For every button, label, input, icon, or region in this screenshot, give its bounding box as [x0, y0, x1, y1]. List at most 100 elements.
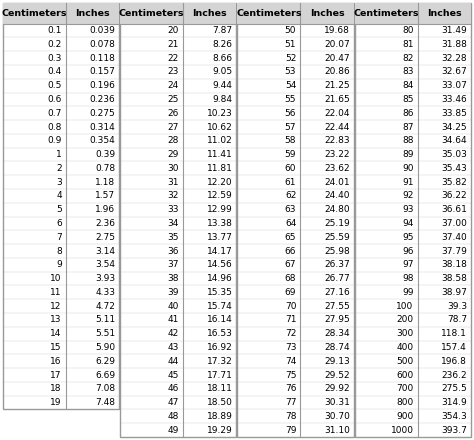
Text: 78: 78	[285, 412, 296, 421]
Text: 14.17: 14.17	[207, 246, 233, 256]
Text: 61: 61	[285, 178, 296, 187]
Text: 62: 62	[285, 191, 296, 200]
Text: 28.34: 28.34	[324, 329, 350, 338]
Bar	[3, 3, 119, 24]
Text: 67: 67	[285, 260, 296, 269]
Text: 70: 70	[285, 301, 296, 311]
Text: 99: 99	[402, 288, 413, 297]
Text: 15: 15	[50, 343, 62, 352]
Text: 0.9: 0.9	[47, 136, 62, 145]
Text: 7.87: 7.87	[212, 26, 233, 35]
Text: 18.50: 18.50	[207, 398, 233, 407]
Text: 0.2: 0.2	[47, 40, 62, 49]
Text: 0.354: 0.354	[90, 136, 115, 145]
Text: 47: 47	[168, 398, 179, 407]
Text: 88: 88	[402, 136, 413, 145]
Text: 95: 95	[402, 233, 413, 242]
Text: 0.7: 0.7	[47, 109, 62, 118]
Bar	[3, 3, 119, 410]
Text: 24.80: 24.80	[324, 205, 350, 214]
Bar	[355, 3, 471, 24]
Bar	[120, 3, 237, 437]
Text: 98: 98	[402, 274, 413, 283]
Text: 14.56: 14.56	[207, 260, 233, 269]
Text: 10.23: 10.23	[207, 109, 233, 118]
Text: 236.2: 236.2	[441, 370, 467, 379]
Text: 38: 38	[167, 274, 179, 283]
Text: 500: 500	[396, 357, 413, 366]
Text: 86: 86	[402, 109, 413, 118]
Bar	[237, 3, 354, 24]
Text: 29.92: 29.92	[324, 384, 350, 393]
Text: 35: 35	[167, 233, 179, 242]
Text: 29: 29	[168, 150, 179, 159]
Text: 18.89: 18.89	[207, 412, 233, 421]
Text: 31.88: 31.88	[441, 40, 467, 49]
Text: 0.3: 0.3	[47, 54, 62, 62]
Text: 24: 24	[168, 81, 179, 90]
Text: 5: 5	[56, 205, 62, 214]
Text: 15.35: 15.35	[207, 288, 233, 297]
Text: 38.18: 38.18	[441, 260, 467, 269]
Text: 7: 7	[56, 233, 62, 242]
Text: 97: 97	[402, 260, 413, 269]
Text: 25: 25	[168, 95, 179, 104]
Text: 600: 600	[396, 370, 413, 379]
Text: 0.236: 0.236	[90, 95, 115, 104]
Text: 0.6: 0.6	[47, 95, 62, 104]
Text: 49: 49	[168, 425, 179, 435]
Text: 84: 84	[402, 81, 413, 90]
Text: 77: 77	[285, 398, 296, 407]
Text: 1: 1	[56, 150, 62, 159]
Text: 78.7: 78.7	[447, 315, 467, 324]
Text: 6.69: 6.69	[95, 370, 115, 379]
Text: 80: 80	[402, 26, 413, 35]
Text: 90: 90	[402, 164, 413, 173]
Text: 27.16: 27.16	[324, 288, 350, 297]
Text: 23: 23	[168, 67, 179, 77]
Text: 60: 60	[285, 164, 296, 173]
Text: 4.33: 4.33	[95, 288, 115, 297]
Text: 0.4: 0.4	[47, 67, 62, 77]
Text: 5.51: 5.51	[95, 329, 115, 338]
Text: 65: 65	[285, 233, 296, 242]
Text: 38.97: 38.97	[441, 288, 467, 297]
Text: 314.9: 314.9	[441, 398, 467, 407]
Text: 39: 39	[167, 288, 179, 297]
Text: 11.02: 11.02	[207, 136, 233, 145]
Text: 157.4: 157.4	[441, 343, 467, 352]
Bar	[237, 3, 354, 437]
Text: 44: 44	[168, 357, 179, 366]
Text: 2.75: 2.75	[95, 233, 115, 242]
Bar	[120, 3, 237, 24]
Text: 16.14: 16.14	[207, 315, 233, 324]
Text: 41: 41	[168, 315, 179, 324]
Text: 22.44: 22.44	[324, 122, 350, 132]
Text: 9.05: 9.05	[212, 67, 233, 77]
Text: 33: 33	[167, 205, 179, 214]
Text: Inches: Inches	[192, 9, 227, 18]
Text: 16: 16	[50, 357, 62, 366]
Text: 55: 55	[285, 95, 296, 104]
Text: 14.96: 14.96	[207, 274, 233, 283]
Text: 0.196: 0.196	[90, 81, 115, 90]
Text: 36.61: 36.61	[441, 205, 467, 214]
Text: 21: 21	[168, 40, 179, 49]
Text: 900: 900	[396, 412, 413, 421]
Text: 11: 11	[50, 288, 62, 297]
Text: 20.47: 20.47	[324, 54, 350, 62]
Text: 31: 31	[167, 178, 179, 187]
Text: Centimeters: Centimeters	[354, 9, 419, 18]
Text: 37.40: 37.40	[441, 233, 467, 242]
Text: 32.67: 32.67	[441, 67, 467, 77]
Text: 85: 85	[402, 95, 413, 104]
Text: 12: 12	[50, 301, 62, 311]
Text: 26.77: 26.77	[324, 274, 350, 283]
Text: 32.28: 32.28	[441, 54, 467, 62]
Text: 74: 74	[285, 357, 296, 366]
Text: 200: 200	[396, 315, 413, 324]
Text: 36: 36	[167, 246, 179, 256]
Text: 6: 6	[56, 219, 62, 228]
Text: 17.71: 17.71	[207, 370, 233, 379]
Text: 30.70: 30.70	[324, 412, 350, 421]
